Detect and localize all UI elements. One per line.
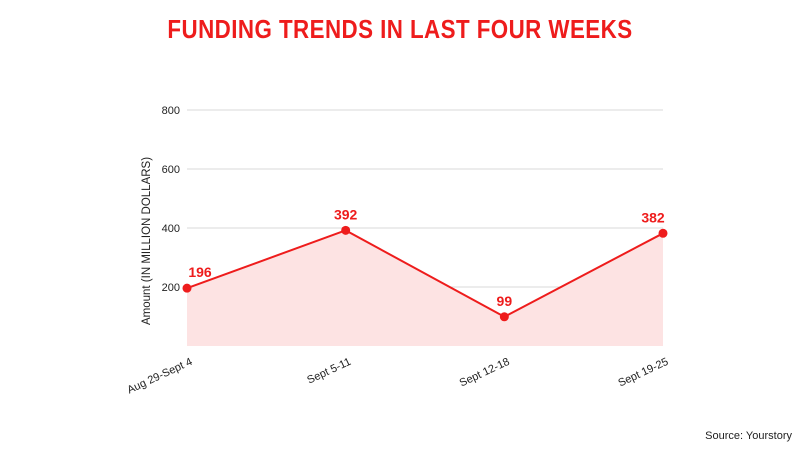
series-line <box>186 229 664 318</box>
y-tick-label: 400 <box>162 223 180 235</box>
x-tick-label: Sept 12-18 <box>458 356 512 390</box>
area-fill <box>187 230 663 346</box>
data-label: 196 <box>188 264 212 280</box>
source-note: Source: Yourstory <box>705 430 792 442</box>
y-axis-label: Amount (IN MILLION DOLLARS) <box>141 157 153 325</box>
data-point <box>499 312 509 322</box>
x-axis-ticks: Aug 29-Sept 4 Sept 5-11 Sept 12-18 Sept 19-… <box>125 356 670 397</box>
data-point <box>658 228 668 238</box>
data-label: 99 <box>497 293 513 309</box>
data-points <box>182 225 668 322</box>
y-tick-label: 200 <box>162 282 180 294</box>
y-axis-ticks: 200 400 600 800 <box>162 105 180 294</box>
x-tick-label: Sept 19-25 <box>616 356 670 390</box>
data-label: 392 <box>334 206 358 222</box>
x-tick-label: Sept 5-11 <box>305 356 353 387</box>
data-point <box>182 283 192 293</box>
gridlines <box>187 109 663 288</box>
chart-title: FUNDING TRENDS IN LAST FOUR WEEKS <box>167 14 633 44</box>
data-label: 382 <box>641 209 665 225</box>
x-tick-label: Aug 29-Sept 4 <box>125 356 194 397</box>
data-point <box>341 225 351 235</box>
y-tick-label: 600 <box>162 164 180 176</box>
data-labels: 196 392 99 382 <box>188 206 665 308</box>
y-tick-label: 800 <box>162 105 180 117</box>
